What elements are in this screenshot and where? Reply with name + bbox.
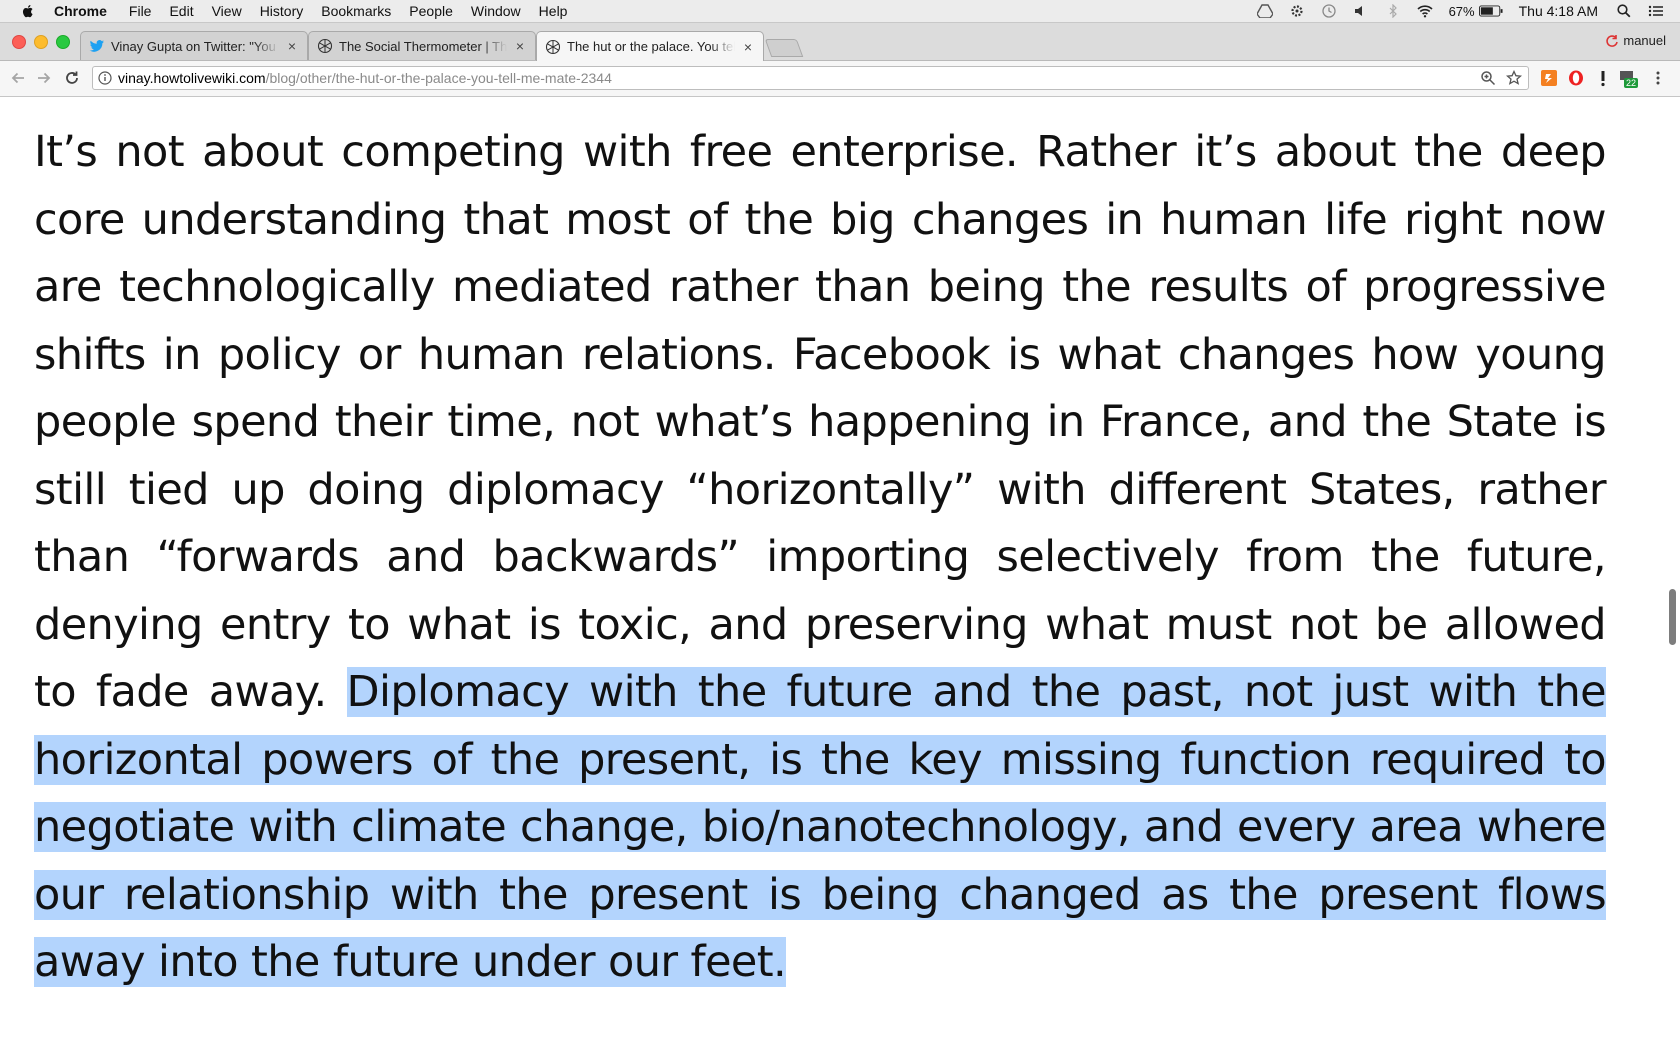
menu-edit[interactable]: Edit: [169, 3, 194, 19]
battery-percent: 67%: [1448, 3, 1475, 19]
opera-extension-icon[interactable]: [1567, 69, 1585, 87]
chrome-menu-icon[interactable]: [1654, 69, 1662, 87]
sync-error-icon: [1606, 34, 1619, 47]
apple-logo-icon[interactable]: [20, 3, 36, 19]
menu-bar-status-area: 67% Thu 4:18 AM: [1256, 0, 1680, 22]
hexayurt-icon: [545, 39, 561, 54]
profile-button[interactable]: manuel: [1605, 33, 1666, 48]
reload-button[interactable]: [63, 69, 81, 87]
spotlight-search-icon[interactable]: [1616, 4, 1632, 18]
twitter-bird-icon: [89, 40, 104, 52]
article-paragraph: It’s not about competing with free enter…: [34, 119, 1607, 997]
window-zoom-button[interactable]: [56, 35, 70, 49]
url-path: /blog/other/the-hut-or-the-palace-you-te…: [265, 70, 612, 86]
hexayurt-icon: [317, 38, 333, 54]
profile-name: manuel: [1623, 33, 1666, 48]
bookmark-star-icon[interactable]: [1506, 70, 1522, 86]
url-host: vinay.howtolivewiki.com: [118, 70, 266, 86]
battery-status[interactable]: 67%: [1449, 4, 1503, 19]
tab-close-icon[interactable]: ×: [287, 38, 297, 54]
new-tab-button[interactable]: [764, 39, 804, 57]
back-button[interactable]: [9, 69, 27, 87]
menu-people[interactable]: People: [409, 3, 453, 19]
vertical-scrollbar[interactable]: [1669, 589, 1676, 645]
window-controls: [12, 35, 78, 49]
extension-badge-count: 22: [1624, 78, 1639, 88]
time-machine-icon[interactable]: [1321, 4, 1337, 18]
bluetooth-icon[interactable]: [1385, 4, 1401, 18]
forward-arrow-icon: [38, 72, 51, 84]
menu-view[interactable]: View: [211, 3, 242, 19]
article-text: It’s not about competing with free enter…: [34, 127, 1607, 717]
tab-strip: Vinay Gupta on Twitter: "You b × The Soc…: [0, 23, 1680, 61]
volume-icon[interactable]: [1353, 4, 1369, 18]
reload-icon: [66, 71, 78, 84]
wifi-icon[interactable]: [1417, 4, 1433, 18]
drive-sync-icon[interactable]: [1256, 4, 1273, 18]
tab-close-icon[interactable]: ×: [743, 38, 753, 55]
menu-file[interactable]: File: [128, 3, 152, 19]
tab-social-thermometer[interactable]: The Social Thermometer | The ×: [308, 31, 536, 60]
tab-close-icon[interactable]: ×: [515, 38, 525, 54]
window-close-button[interactable]: [12, 35, 26, 49]
back-arrow-icon: [11, 72, 24, 84]
zoom-icon[interactable]: [1480, 70, 1496, 86]
gear-sync-icon[interactable]: [1289, 4, 1305, 18]
tab-title: The hut or the palace. You tell: [567, 39, 735, 54]
menu-app-chrome[interactable]: Chrome: [54, 3, 107, 19]
macos-menu-bar: Chrome File Edit View History Bookmarks …: [0, 0, 1680, 23]
tab-title: Vinay Gupta on Twitter: "You b: [111, 38, 279, 54]
forward-button[interactable]: [35, 69, 53, 87]
puzzle-extension-icon: [1620, 71, 1633, 80]
extension-orange-icon[interactable]: [1540, 69, 1558, 87]
menu-window[interactable]: Window: [470, 3, 521, 19]
extension-badge-button[interactable]: 22: [1618, 69, 1640, 88]
exclamation-extension-icon[interactable]: [1594, 69, 1612, 87]
tab-vinay-gupta-twitter[interactable]: Vinay Gupta on Twitter: "You b ×: [80, 31, 308, 60]
menu-bookmarks[interactable]: Bookmarks: [321, 3, 392, 19]
menu-help[interactable]: Help: [538, 3, 568, 19]
menu-bar-clock[interactable]: Thu 4:18 AM: [1518, 3, 1598, 19]
address-bar[interactable]: vinay.howtolivewiki.com/blog/other/the-h…: [92, 66, 1529, 90]
browser-toolbar: vinay.howtolivewiki.com/blog/other/the-h…: [0, 61, 1680, 97]
site-info-icon[interactable]: [98, 71, 112, 85]
battery-icon: [1478, 5, 1503, 17]
page-content: It’s not about competing with free enter…: [0, 97, 1680, 1050]
tab-title: The Social Thermometer | The: [339, 38, 507, 54]
notification-center-icon[interactable]: [1648, 4, 1664, 18]
menu-history[interactable]: History: [259, 3, 304, 19]
tab-hut-or-palace[interactable]: The hut or the palace. You tell ×: [536, 31, 764, 61]
window-minimize-button[interactable]: [34, 35, 48, 49]
